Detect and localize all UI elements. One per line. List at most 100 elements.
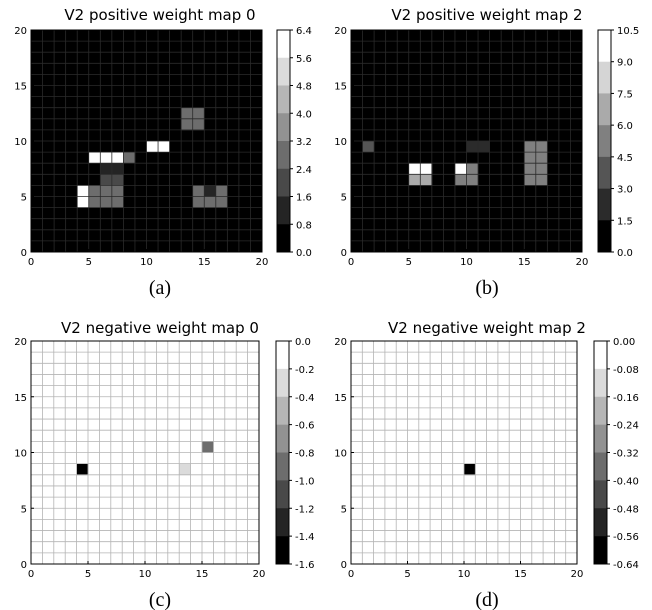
heatmap-cell — [77, 196, 90, 208]
heatmap-cell — [111, 174, 124, 186]
heatmap-cell — [524, 174, 537, 186]
x-tick-label: 15 — [196, 569, 209, 580]
heatmap-cell — [215, 118, 228, 131]
colorbar-tick-label: 6.4 — [296, 26, 312, 37]
colorbar-tick-label: 1.6 — [296, 193, 312, 204]
heatmap-cell — [134, 129, 147, 142]
heatmap-cell — [76, 463, 89, 476]
panel-a: V2 positive weight map 0 0 5 10 15 20 0 5 10 15 20… — [14, 6, 312, 299]
y-tick-label: 0 — [21, 560, 27, 571]
colorbar-band — [598, 93, 611, 126]
chart-title: V2 negative weight map 2 — [388, 319, 586, 337]
colorbar-tick-label: -0.8 — [295, 449, 315, 460]
y-tick-label: 10 — [334, 137, 347, 148]
colorbar-tick-label: 3.2 — [296, 137, 312, 148]
heatmap-cell — [65, 163, 78, 175]
heatmap-cell — [215, 185, 228, 197]
colorbar-band — [277, 168, 290, 197]
colorbar-tick-label: -1.6 — [295, 560, 315, 571]
colorbar-tick-label: -0.32 — [613, 449, 639, 460]
y-tick-label: 15 — [14, 82, 27, 93]
x-tick-label: 10 — [460, 257, 473, 268]
colorbar-band — [594, 508, 607, 537]
heatmap-cell — [111, 185, 124, 197]
colorbar-tick-label: 0.00 — [613, 337, 635, 348]
colorbar-tick-label: -0.08 — [613, 365, 639, 376]
colorbar-tick-label: -0.6 — [295, 421, 315, 432]
colorbar-band — [276, 536, 289, 565]
heatmap-cell — [111, 152, 124, 164]
heatmap-cell — [100, 185, 113, 197]
x-tick-label: 20 — [576, 257, 589, 268]
heatmap-cell — [215, 129, 228, 142]
colorbar-tick-label: 10.5 — [617, 26, 639, 37]
x-tick-label: 10 — [140, 257, 153, 268]
y-tick-label: 5 — [341, 193, 347, 204]
y-tick-label: 20 — [334, 337, 347, 348]
heatmap-cell — [524, 152, 537, 164]
colorbar-band — [598, 125, 611, 158]
heatmap-cell — [88, 152, 101, 164]
panel-c: V2 negative weight map 0 0 5 10 15 20 0 5 10 15 20… — [14, 319, 314, 610]
heatmap-cell — [100, 163, 113, 175]
y-tick-label: 20 — [334, 26, 347, 37]
colorbar-tick-label: -1.4 — [295, 532, 315, 543]
x-tick-label: 0 — [28, 569, 34, 580]
panel-caption: (c) — [149, 589, 171, 610]
heatmap-cell — [192, 196, 205, 208]
heatmap-cell — [454, 174, 467, 186]
x-tick-label: 0 — [348, 257, 354, 268]
colorbar-tick-label: 4.5 — [617, 153, 633, 164]
colorbar-band — [276, 341, 289, 370]
heatmap-cell — [215, 196, 228, 208]
heatmap-cell — [192, 185, 205, 197]
colorbar-tick-label: 5.6 — [296, 54, 312, 65]
heatmap-cell — [466, 141, 479, 153]
colorbar-tick-label: 9.0 — [617, 58, 633, 69]
colorbar-band — [594, 368, 607, 398]
colorbar-tick-label: 7.5 — [617, 89, 633, 100]
colorbar-band — [594, 536, 607, 565]
panel-d: V2 negative weight map 2 0 5 10 15 20 0 5 10 15 20… — [334, 319, 639, 610]
heatmap-cell — [420, 174, 433, 186]
heatmap-cell — [478, 141, 490, 153]
colorbar-band — [277, 57, 290, 86]
heatmap-cell — [158, 141, 170, 153]
x-tick-label: 5 — [86, 257, 92, 268]
colorbar-tick-label: -0.56 — [613, 532, 639, 543]
colorbar-tick-label: 3.0 — [617, 185, 633, 196]
heatmap-cell — [535, 152, 548, 164]
y-tick-label: 10 — [334, 449, 347, 460]
colorbar-tick-label: 0.0 — [617, 248, 633, 259]
heatmap-cell — [524, 141, 537, 153]
colorbar-band — [276, 452, 289, 481]
y-tick-label: 5 — [21, 504, 27, 515]
y-tick-label: 5 — [21, 193, 27, 204]
colorbar-band — [594, 480, 607, 509]
y-tick-label: 10 — [14, 449, 27, 460]
heatmap-cell — [362, 141, 375, 153]
heatmap-cell — [466, 163, 479, 175]
x-tick-label: 5 — [406, 257, 412, 268]
x-tick-label: 0 — [28, 257, 34, 268]
heatmap-cell — [464, 463, 476, 476]
colorbar-band — [598, 156, 611, 189]
colorbar-band — [598, 61, 611, 94]
colorbar-band — [277, 85, 290, 114]
colorbar-band — [594, 396, 607, 425]
heatmap-cell — [111, 163, 124, 175]
panel-caption: (b) — [475, 277, 498, 299]
heatmap-cell — [77, 185, 90, 197]
colorbar-band — [594, 341, 607, 370]
heatmap-cell — [100, 152, 113, 164]
x-tick-label: 20 — [256, 257, 269, 268]
colorbar-tick-label: -1.2 — [295, 504, 315, 515]
colorbar-band — [277, 196, 290, 225]
heatmap-cell — [65, 196, 78, 208]
colorbar-tick-label: -0.64 — [613, 560, 639, 571]
heatmap-cell — [420, 163, 433, 175]
x-tick-label: 20 — [571, 569, 584, 580]
heatmap-cell — [65, 174, 78, 186]
colorbar-tick-label: 2.4 — [296, 165, 312, 176]
x-tick-label: 5 — [404, 569, 410, 580]
